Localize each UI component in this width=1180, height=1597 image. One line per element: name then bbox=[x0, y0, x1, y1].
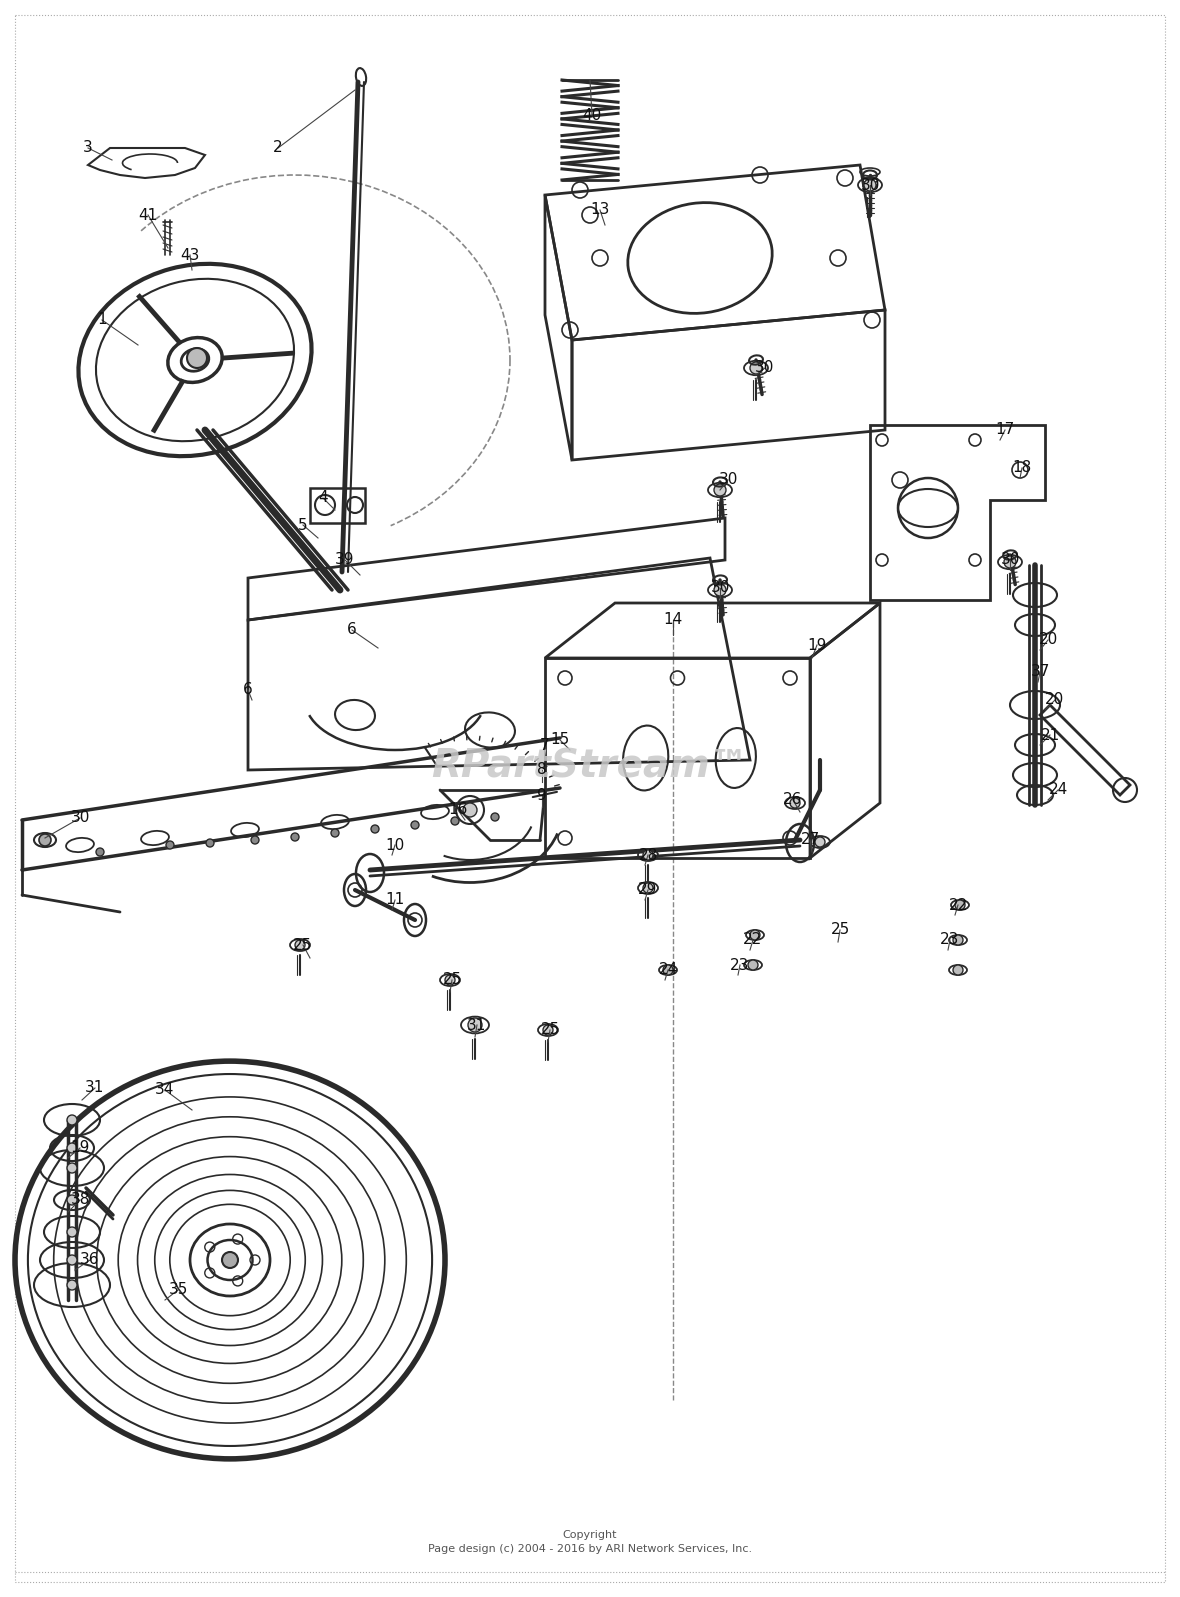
Text: 8: 8 bbox=[537, 762, 546, 778]
Circle shape bbox=[953, 934, 963, 945]
Text: 2: 2 bbox=[274, 141, 283, 155]
Text: 6: 6 bbox=[243, 682, 253, 698]
Text: 5: 5 bbox=[299, 517, 308, 532]
Text: 25: 25 bbox=[540, 1022, 559, 1038]
Text: 21: 21 bbox=[1041, 728, 1060, 743]
Text: 41: 41 bbox=[138, 208, 158, 222]
Text: RPartStream™: RPartStream™ bbox=[431, 747, 749, 786]
Circle shape bbox=[468, 1017, 481, 1032]
Text: 25: 25 bbox=[294, 937, 313, 952]
Circle shape bbox=[166, 842, 173, 850]
Text: 25: 25 bbox=[442, 973, 461, 987]
Circle shape bbox=[291, 834, 299, 842]
Circle shape bbox=[39, 834, 51, 846]
Text: 40: 40 bbox=[583, 107, 602, 123]
Text: 10: 10 bbox=[386, 837, 405, 853]
Text: 15: 15 bbox=[550, 733, 570, 747]
Circle shape bbox=[750, 363, 762, 374]
Text: 24: 24 bbox=[1048, 783, 1068, 797]
Circle shape bbox=[371, 826, 379, 834]
Text: 30: 30 bbox=[719, 473, 738, 487]
Text: 1: 1 bbox=[97, 313, 107, 327]
Circle shape bbox=[67, 1255, 77, 1265]
Circle shape bbox=[789, 798, 800, 808]
Circle shape bbox=[67, 1281, 77, 1290]
Text: 28: 28 bbox=[638, 848, 657, 862]
Text: 39: 39 bbox=[335, 553, 355, 567]
Bar bbox=[545, 658, 809, 858]
Circle shape bbox=[295, 941, 304, 950]
Circle shape bbox=[714, 484, 726, 497]
Circle shape bbox=[222, 1252, 238, 1268]
Text: 17: 17 bbox=[996, 423, 1015, 438]
Bar bbox=[310, 489, 365, 522]
Text: 34: 34 bbox=[156, 1083, 175, 1097]
Circle shape bbox=[67, 1195, 77, 1206]
Text: 11: 11 bbox=[386, 893, 405, 907]
Circle shape bbox=[953, 965, 963, 976]
Text: 22: 22 bbox=[743, 933, 762, 947]
Text: 18: 18 bbox=[1012, 460, 1031, 476]
Text: 13: 13 bbox=[590, 203, 610, 217]
Text: 43: 43 bbox=[181, 248, 199, 262]
Text: 23: 23 bbox=[940, 933, 959, 947]
Text: 9: 9 bbox=[537, 787, 546, 803]
Circle shape bbox=[96, 848, 104, 856]
Circle shape bbox=[543, 1025, 553, 1035]
Circle shape bbox=[463, 803, 477, 818]
Text: 22: 22 bbox=[949, 898, 968, 912]
Text: 30: 30 bbox=[71, 811, 90, 826]
Circle shape bbox=[955, 901, 965, 910]
Text: 20: 20 bbox=[1038, 632, 1057, 647]
Text: 31: 31 bbox=[467, 1017, 486, 1033]
Text: 37: 37 bbox=[1030, 664, 1050, 679]
Text: 19: 19 bbox=[807, 637, 827, 653]
Text: 19: 19 bbox=[71, 1140, 90, 1156]
Text: Page design (c) 2004 - 2016 by ARI Network Services, Inc.: Page design (c) 2004 - 2016 by ARI Netwo… bbox=[428, 1544, 752, 1554]
Circle shape bbox=[451, 818, 459, 826]
Circle shape bbox=[67, 1226, 77, 1238]
Circle shape bbox=[815, 837, 825, 846]
Text: 26: 26 bbox=[784, 792, 802, 808]
Text: 30: 30 bbox=[755, 361, 775, 375]
Text: 23: 23 bbox=[730, 958, 749, 973]
Circle shape bbox=[750, 929, 760, 941]
Text: 20: 20 bbox=[1045, 693, 1064, 707]
Text: 7: 7 bbox=[540, 738, 550, 752]
Text: 36: 36 bbox=[80, 1252, 100, 1268]
Text: 38: 38 bbox=[71, 1193, 90, 1207]
Text: 30: 30 bbox=[710, 580, 729, 596]
Circle shape bbox=[643, 883, 653, 893]
Circle shape bbox=[67, 1163, 77, 1174]
Text: 4: 4 bbox=[319, 490, 328, 506]
Text: 3: 3 bbox=[83, 141, 93, 155]
Text: 30: 30 bbox=[1001, 553, 1020, 567]
Circle shape bbox=[67, 1115, 77, 1124]
Circle shape bbox=[714, 585, 726, 596]
Text: Copyright: Copyright bbox=[563, 1530, 617, 1540]
Text: 29: 29 bbox=[638, 883, 657, 898]
Text: 35: 35 bbox=[169, 1282, 188, 1297]
Circle shape bbox=[411, 821, 419, 829]
Text: 14: 14 bbox=[663, 613, 682, 628]
Circle shape bbox=[332, 829, 339, 837]
Circle shape bbox=[643, 850, 653, 861]
Circle shape bbox=[206, 838, 214, 846]
Circle shape bbox=[864, 179, 876, 192]
Circle shape bbox=[67, 1143, 77, 1153]
Text: 27: 27 bbox=[800, 832, 820, 848]
Circle shape bbox=[186, 348, 206, 367]
Circle shape bbox=[748, 960, 758, 969]
Circle shape bbox=[251, 835, 258, 843]
Text: 31: 31 bbox=[85, 1081, 105, 1096]
Circle shape bbox=[445, 976, 455, 985]
Text: 6: 6 bbox=[347, 623, 356, 637]
Circle shape bbox=[663, 965, 673, 976]
Text: 24: 24 bbox=[658, 963, 677, 977]
Text: 30: 30 bbox=[860, 177, 879, 193]
Circle shape bbox=[491, 813, 499, 821]
Text: 25: 25 bbox=[831, 923, 850, 937]
Circle shape bbox=[1004, 556, 1016, 569]
Text: 16: 16 bbox=[448, 803, 467, 818]
